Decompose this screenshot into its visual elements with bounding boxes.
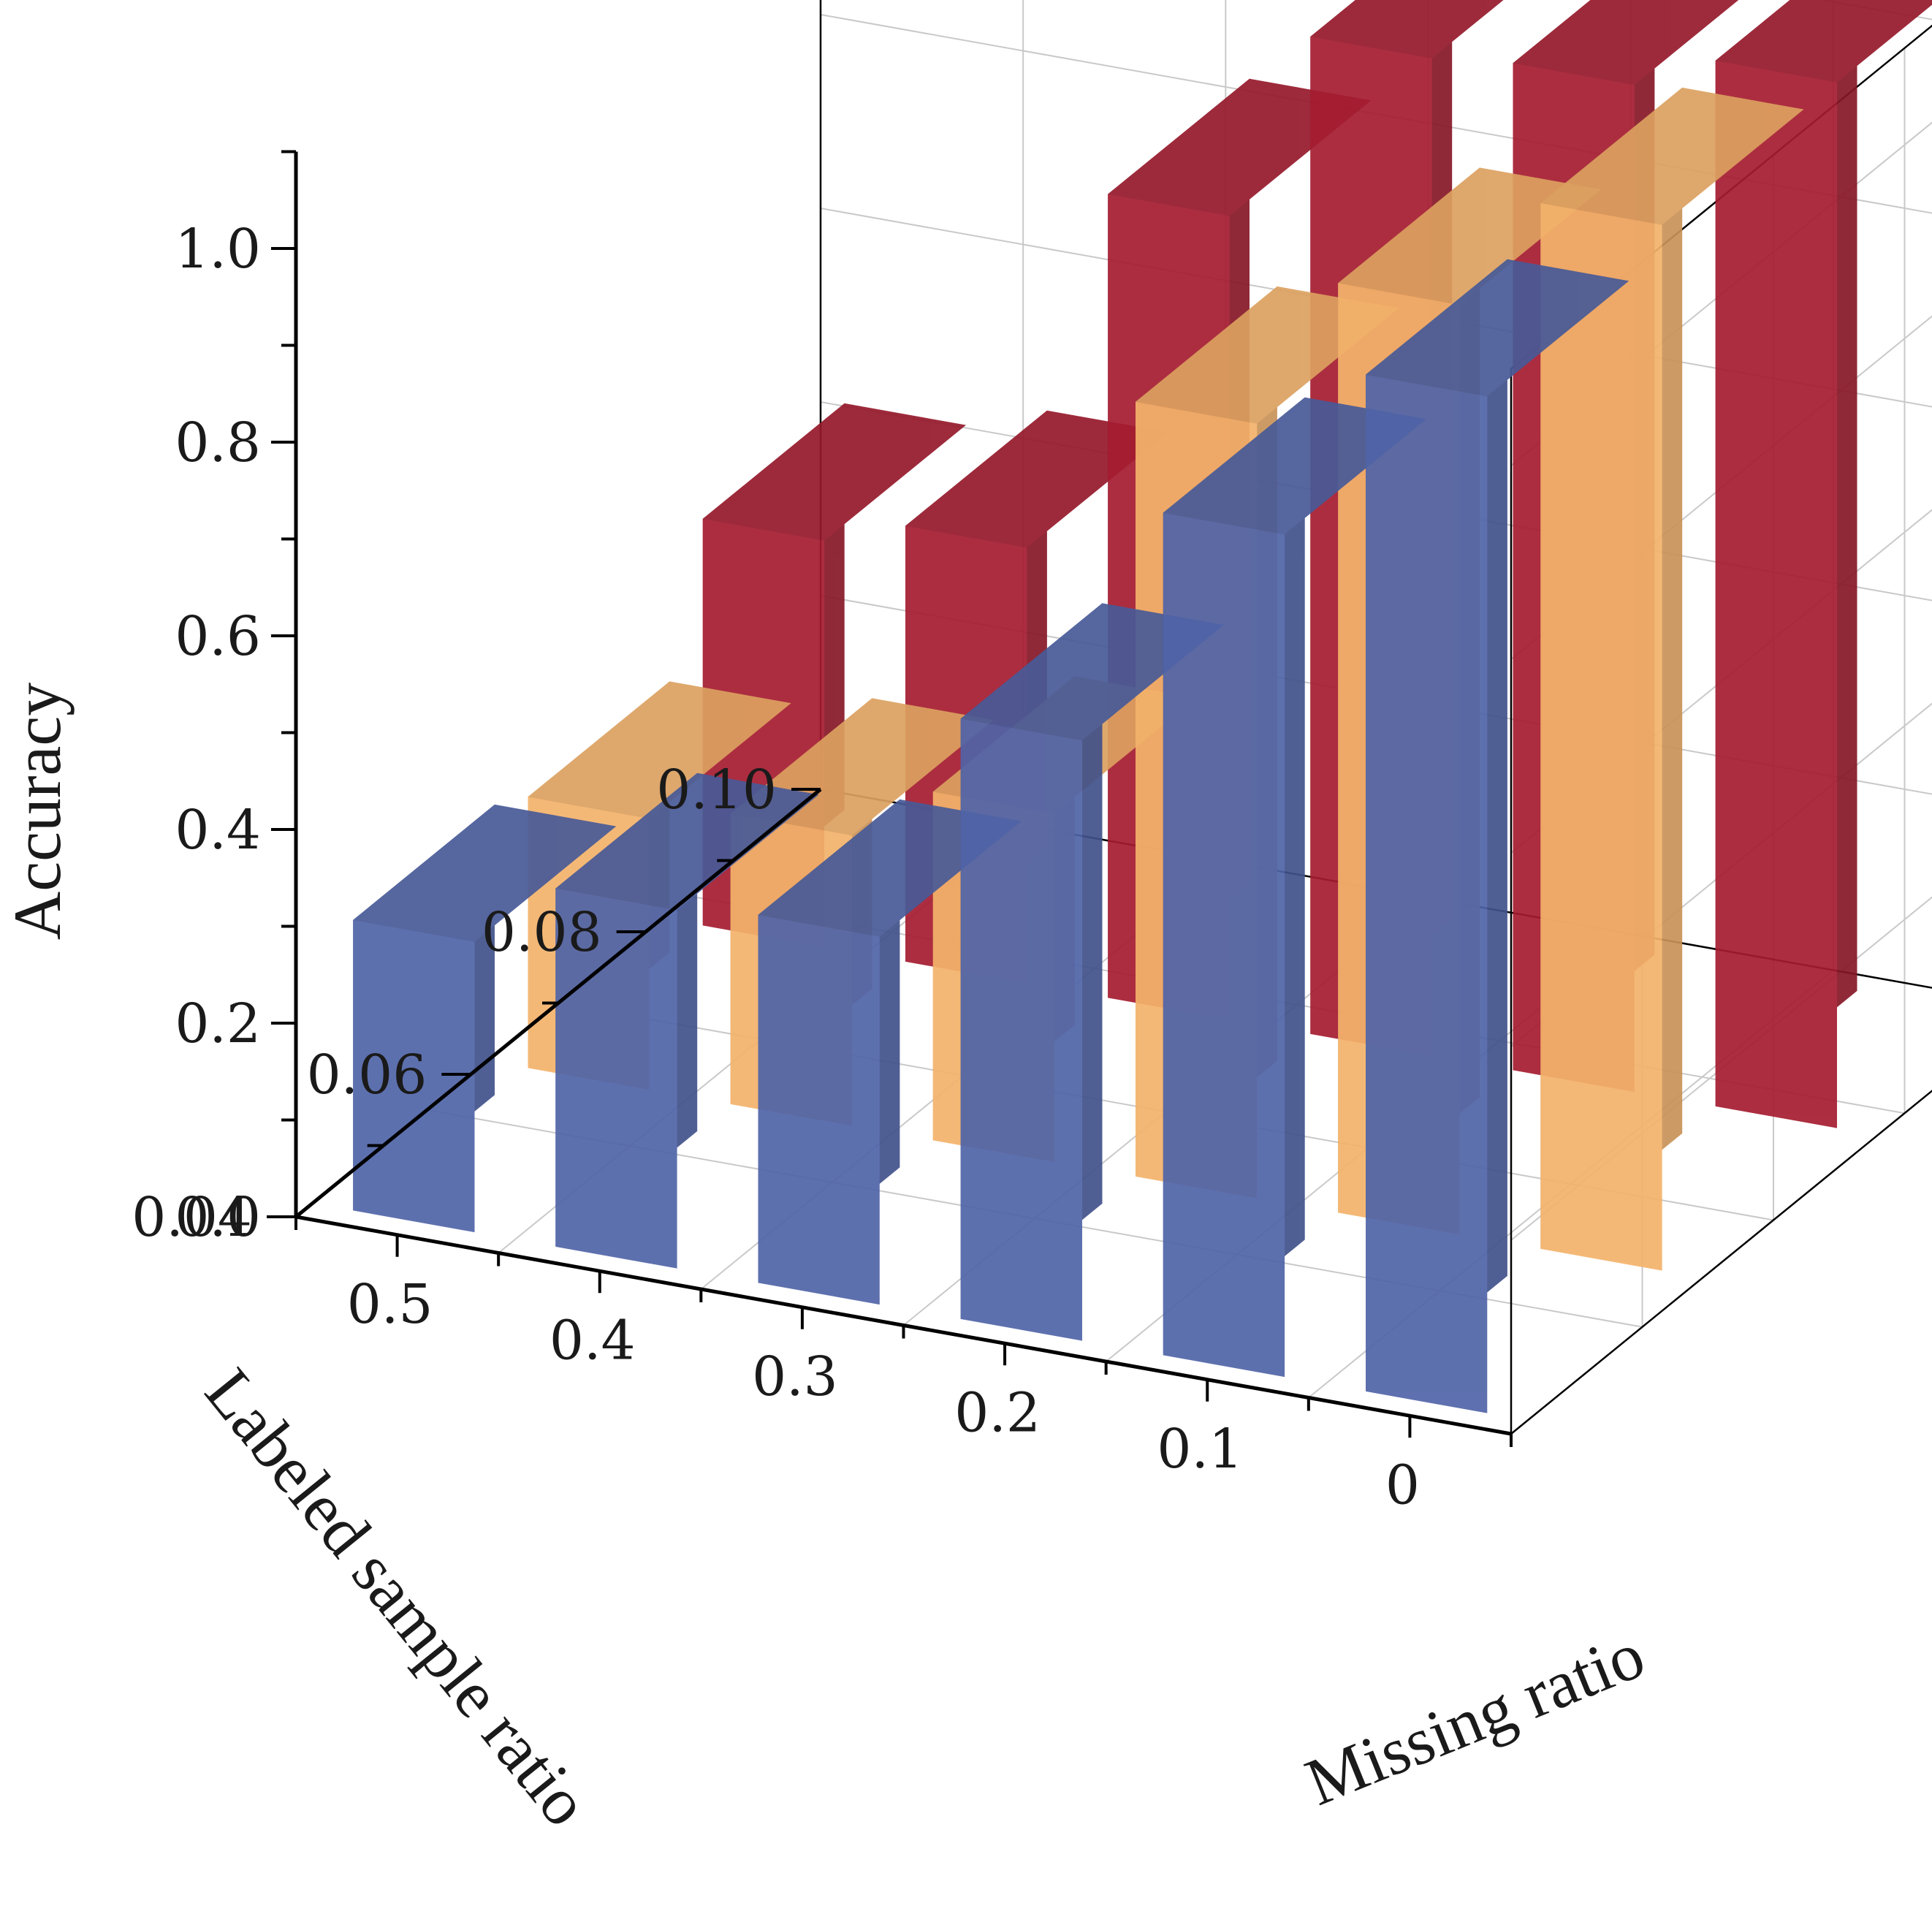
bar-0.10-0 <box>1715 0 1932 1128</box>
y-tick-label: 0.10 <box>656 759 777 821</box>
x-tick-label: 0.4 <box>549 1309 636 1372</box>
bar-top-face <box>702 403 966 541</box>
bar-top-face <box>555 772 819 911</box>
bar-front-face <box>555 888 677 1269</box>
bar-front-face <box>1715 60 1837 1128</box>
bar-front-face <box>353 919 475 1233</box>
bar-front-face <box>758 914 880 1305</box>
x-tick-label: 0.5 <box>347 1273 433 1336</box>
z-tick-label: 0.8 <box>175 411 261 474</box>
x-tick-label: 0.2 <box>954 1381 1041 1444</box>
z-tick-label: 0.2 <box>175 992 261 1055</box>
bar-top-face <box>1540 87 1804 225</box>
bar-0.06-0.1 <box>1163 397 1426 1378</box>
bar-top-face <box>758 799 1022 937</box>
x-axis-title: Missing ratio <box>1296 1617 1654 1820</box>
z-tick-label: 0.4 <box>175 799 261 862</box>
y-axis-title: Labeled sample ratio <box>191 1355 604 1840</box>
box-edge <box>1510 1090 1932 1435</box>
bar-top-face <box>1513 0 1739 86</box>
bar-0.06-0.4 <box>555 772 819 1269</box>
bar-top-face <box>905 410 1169 548</box>
bar-0.06-0 <box>1366 259 1629 1413</box>
x-tick-label: 0.1 <box>1157 1418 1243 1481</box>
bar-front-face <box>1540 202 1662 1271</box>
bars-layer <box>353 0 1932 1413</box>
bar-front-face <box>1366 374 1488 1413</box>
y-tick-label: 0.08 <box>482 901 602 964</box>
x-tick-label: 0.3 <box>752 1345 838 1408</box>
axes-layer <box>267 150 1513 1447</box>
x-tick-label: 0 <box>1385 1454 1420 1516</box>
bar-top-face <box>1715 0 1932 83</box>
bar-top-face <box>1310 0 1504 58</box>
bar-top-face <box>1338 167 1602 305</box>
bar-0.06-0.5 <box>353 804 617 1233</box>
z-tick-label: 0.0 <box>175 1186 261 1249</box>
bar-0.06-0.2 <box>960 603 1224 1341</box>
bar-top-face <box>353 804 617 942</box>
y-tick-label: 0.06 <box>307 1044 427 1106</box>
bar-top-face <box>1366 259 1629 397</box>
bar-0.06-0.3 <box>758 799 1022 1305</box>
bar-top-face <box>1163 397 1426 535</box>
bar-top-face <box>1136 286 1399 424</box>
bar-top-face <box>1108 78 1372 216</box>
bar-0.08-0 <box>1540 87 1804 1271</box>
bar-top-face <box>960 603 1224 741</box>
bar-front-face <box>1163 512 1285 1378</box>
y-tick-label: 0.04 <box>132 1186 252 1249</box>
bar-front-face <box>960 718 1082 1341</box>
z-tick-label: 0.6 <box>175 605 261 668</box>
bar-top-face <box>528 681 791 819</box>
z-axis-title: Accuracy <box>0 683 75 940</box>
z-tick-label: 1.0 <box>175 218 261 281</box>
